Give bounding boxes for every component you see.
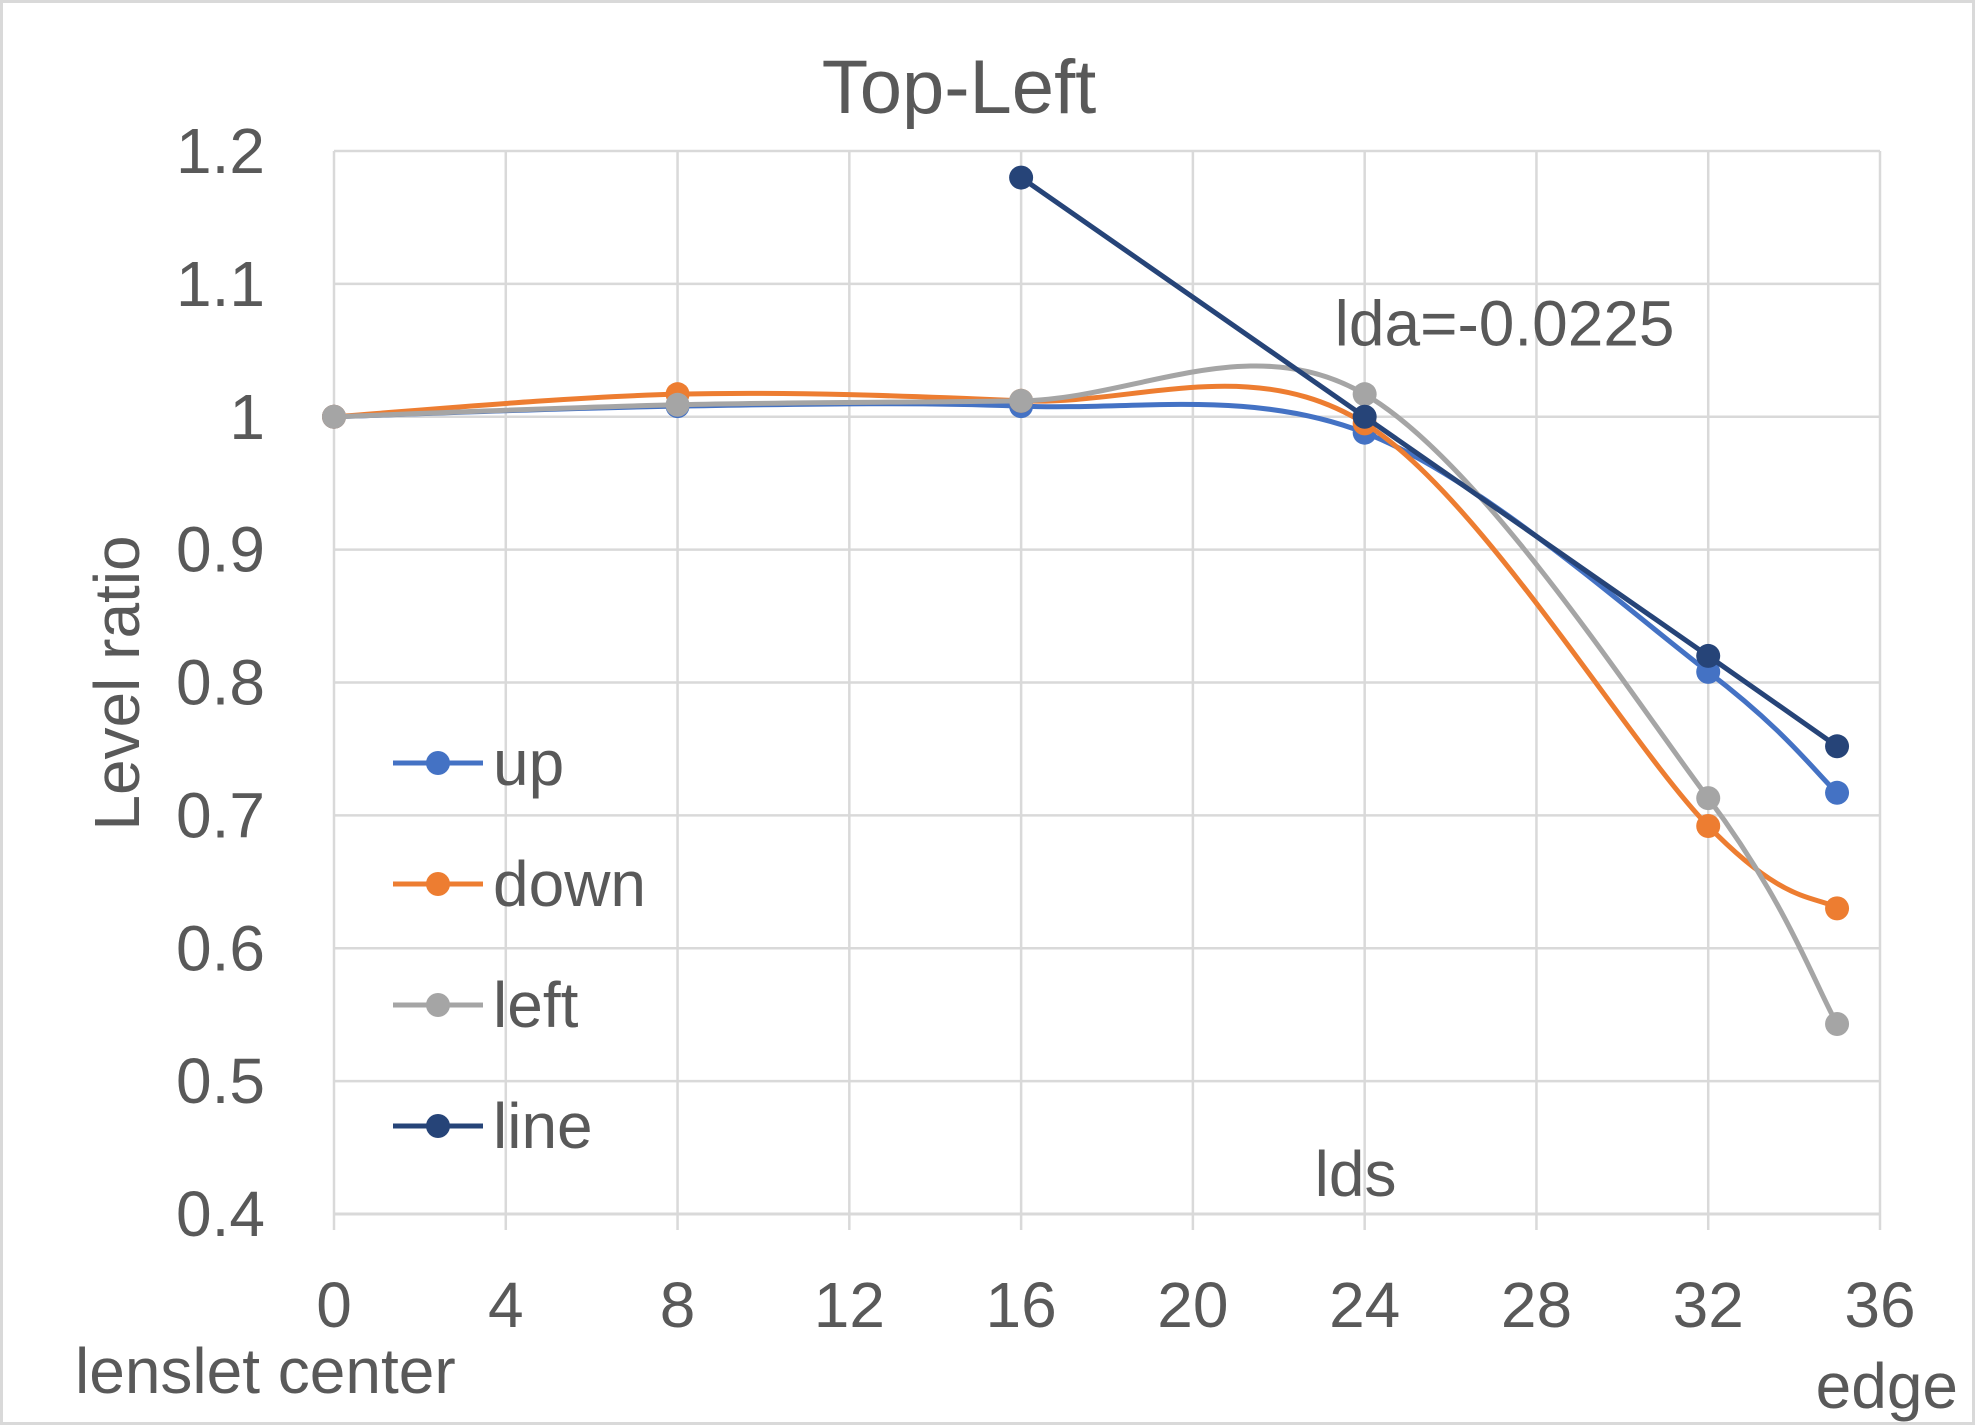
series-line [1009, 165, 1850, 759]
series-down [322, 382, 1850, 921]
annotation-lda: lda=-0.0225 [1335, 288, 1675, 360]
x-tick-label: 16 [986, 1269, 1057, 1341]
x-tick-label: 28 [1501, 1269, 1572, 1341]
x-tick-label: 12 [814, 1269, 885, 1341]
annotations: lda=-0.0225 lds [1315, 288, 1675, 1210]
x-tick-label: 0 [316, 1269, 352, 1341]
data-point-left [665, 392, 690, 417]
y-tick-label: 1 [229, 381, 265, 453]
y-tick-label: 1.1 [176, 248, 265, 320]
series-left [322, 363, 1850, 1036]
y-axis-label: Level ratio [81, 535, 153, 830]
annotation-lds: lds [1315, 1138, 1397, 1210]
legend-swatch-marker [426, 993, 450, 1017]
legend-label: left [493, 969, 579, 1041]
y-tick-labels: 0.4 0.5 0.6 0.7 0.8 0.9 1 1.1 1.2 [176, 115, 265, 1250]
data-point-left [322, 404, 346, 429]
x-right-label: edge [1816, 1350, 1958, 1422]
legend-item-left: left [393, 969, 579, 1041]
legend-label: line [493, 1090, 593, 1162]
legend-item-line: line [393, 1090, 593, 1162]
data-point-line [1352, 404, 1377, 429]
series-line-down [333, 383, 1839, 911]
legend-swatch-marker [426, 872, 450, 896]
x-left-label: lenslet center [75, 1335, 456, 1407]
legend-swatch-marker [426, 751, 450, 775]
data-point-up [1825, 780, 1850, 805]
x-tick-label: 4 [488, 1269, 524, 1341]
series [322, 165, 1850, 1036]
y-tick-label: 0.5 [176, 1045, 265, 1117]
y-tick-label: 0.4 [176, 1178, 265, 1250]
data-point-line [1696, 643, 1721, 668]
legend-item-down: down [393, 848, 646, 920]
y-tick-label: 1.2 [176, 115, 265, 187]
legend: up down left line [393, 727, 646, 1162]
series-line-line [1019, 175, 1839, 749]
x-tick-label: 8 [660, 1269, 696, 1341]
data-point-down [1825, 896, 1850, 921]
legend-label: down [493, 848, 646, 920]
data-point-left [1352, 382, 1377, 407]
x-tick-label: 36 [1844, 1269, 1915, 1341]
series-line-left [333, 363, 1840, 1026]
x-tick-label: 24 [1329, 1269, 1400, 1341]
y-tick-label: 0.8 [176, 647, 265, 719]
legend-swatch-marker [426, 1114, 450, 1138]
data-point-down [1696, 814, 1721, 839]
data-point-left [1009, 388, 1034, 413]
x-tick-label: 20 [1157, 1269, 1228, 1341]
y-tick-label: 0.9 [176, 514, 265, 586]
legend-item-up: up [393, 727, 564, 799]
data-point-line [1825, 734, 1850, 759]
line-chart: Top-Left Level ratio 0.4 0.5 0.6 0.7 0.8 0.9 1… [75, 45, 1958, 1422]
data-point-line [1009, 165, 1034, 190]
y-tick-label: 0.6 [176, 912, 265, 984]
x-tick-label: 32 [1673, 1269, 1744, 1341]
data-point-left [1696, 786, 1721, 811]
axes [332, 1212, 1882, 1230]
data-point-left [1825, 1011, 1850, 1036]
y-tick-label: 0.7 [176, 779, 265, 851]
x-tick-labels: 0 4 8 12 16 20 24 28 32 36 [316, 1269, 1915, 1341]
chart-title: Top-Left [822, 45, 1097, 130]
grid [332, 149, 1882, 1214]
legend-label: up [493, 727, 564, 799]
